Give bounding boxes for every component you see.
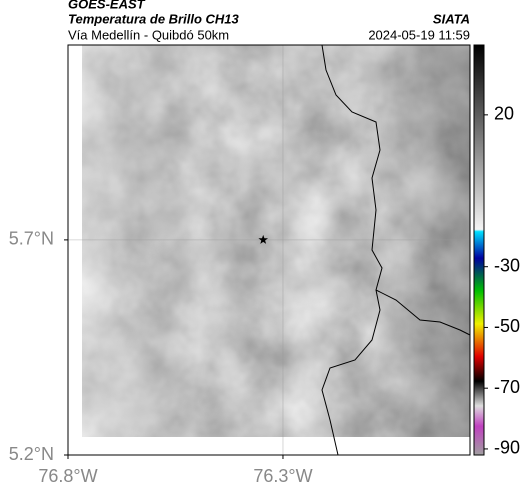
x-tick-label: 76.3°W [253, 466, 312, 486]
colorbar-tick-label: -50 [494, 316, 520, 336]
colorbar [473, 44, 485, 456]
source: SIATA [433, 11, 470, 26]
title: GOES-EAST [68, 0, 146, 11]
colorbar-tick-label: 20 [494, 104, 514, 124]
map-frame [67, 44, 471, 456]
colorbar-tick-label: -70 [494, 377, 520, 397]
borders [321, 44, 471, 456]
shading [82, 45, 470, 437]
route: Vía Medellín - Quibdó 50km [68, 27, 229, 42]
datetime: 2024-05-19 11:59 [368, 27, 470, 42]
x-tick-label: 76.8°W [38, 466, 97, 486]
colorbar-tick-label: -30 [494, 255, 520, 275]
location-marker [258, 234, 268, 244]
subtitle: Temperatura de Brillo CH13 [68, 11, 240, 26]
y-tick-label: 5.7°N [9, 229, 54, 249]
colorbar-tick-label: -90 [494, 438, 520, 458]
satellite-image [82, 45, 470, 437]
y-tick-label: 5.2°N [9, 444, 54, 464]
